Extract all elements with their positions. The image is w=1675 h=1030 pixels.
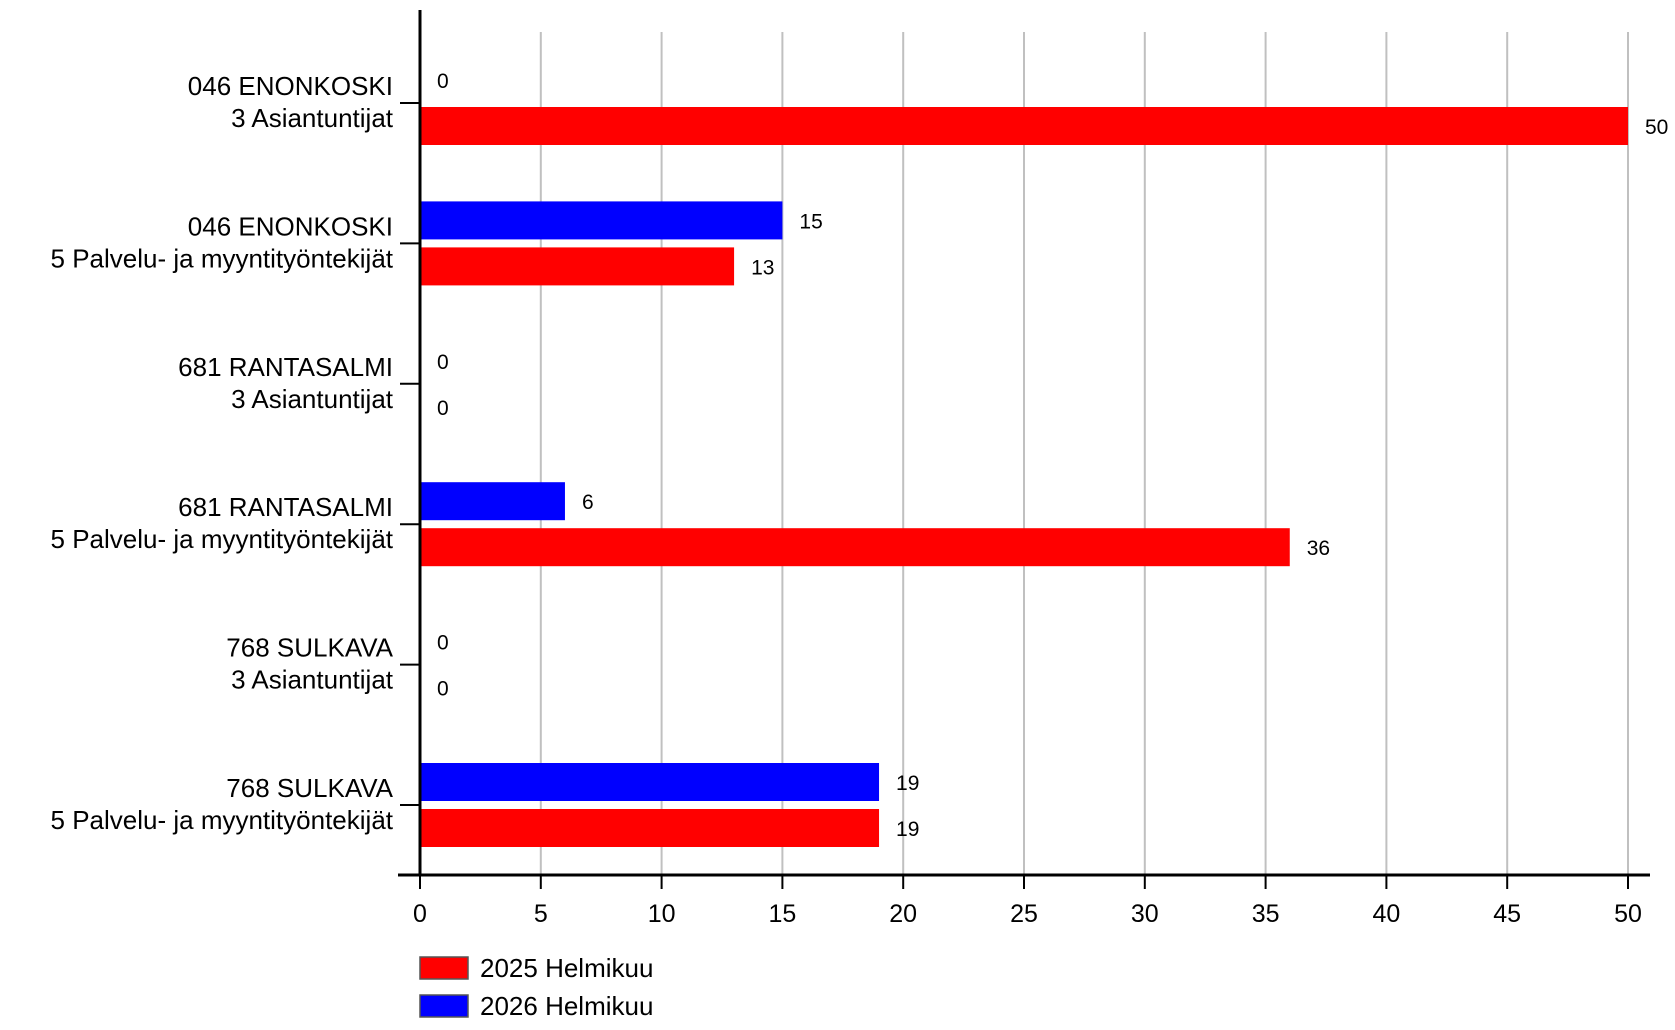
legend-label-1: 2026 Helmikuu [480, 991, 653, 1021]
legend-swatch-1 [419, 994, 469, 1018]
category-label-5-line-1: 5 Palvelu- ja myyntityöntekijät [51, 805, 394, 835]
x-tick-label-0: 0 [413, 900, 427, 928]
x-tick-label-25: 25 [1010, 900, 1038, 928]
bar-series-b-3 [420, 528, 1290, 567]
value-label-1-3: 36 [1307, 537, 1330, 560]
legend-swatch-0 [419, 956, 469, 980]
category-label-4-line-0: 768 SULKAVA [226, 633, 393, 663]
bar-series-b-5 [420, 809, 880, 847]
bar-series-a-1 [420, 201, 783, 240]
bars [420, 107, 1628, 847]
value-label-0-5: 19 [896, 772, 919, 795]
category-label-2-line-1: 3 Asiantuntijat [231, 384, 394, 414]
value-label-1-0: 50 [1645, 116, 1668, 139]
category-label-2-line-0: 681 RANTASALMI [178, 352, 393, 382]
value-label-0-3: 6 [582, 491, 594, 514]
x-tick-label-5: 5 [534, 900, 548, 928]
category-label-0-line-1: 3 Asiantuntijat [231, 103, 394, 133]
category-label-4-line-1: 3 Asiantuntijat [231, 665, 394, 695]
value-label-1-4: 0 [437, 678, 449, 701]
value-label-0-4: 0 [437, 632, 449, 655]
x-tick-label-20: 20 [889, 900, 917, 928]
legend-label-0: 2025 Helmikuu [480, 953, 653, 983]
grid-lines [539, 32, 1629, 875]
category-label-3-line-0: 681 RANTASALMI [178, 492, 393, 522]
x-tick-label-35: 35 [1252, 900, 1280, 928]
value-label-1-1: 13 [751, 256, 774, 279]
category-label-1-line-1: 5 Palvelu- ja myyntityöntekijät [51, 243, 394, 273]
bar-series-a-5 [420, 763, 880, 801]
value-label-0-1: 15 [799, 210, 822, 233]
axes [398, 10, 1650, 889]
category-label-0-line-0: 046 ENONKOSKI [188, 71, 393, 101]
x-tick-label-45: 45 [1493, 900, 1521, 928]
value-label-0-0: 0 [437, 70, 449, 93]
legend: 2025 Helmikuu 2026 Helmikuu [419, 953, 653, 1021]
x-tick-label-10: 10 [648, 900, 676, 928]
value-label-0-2: 0 [437, 351, 449, 374]
category-label-5-line-0: 768 SULKAVA [226, 773, 393, 803]
bar-series-b-0 [420, 107, 1628, 145]
x-tick-label-15: 15 [768, 900, 796, 928]
x-tick-label-50: 50 [1614, 900, 1642, 928]
x-tick-label-40: 40 [1372, 900, 1400, 928]
category-label-3-line-1: 5 Palvelu- ja myyntityöntekijät [51, 524, 394, 554]
value-label-1-5: 19 [896, 818, 919, 841]
value-label-1-2: 0 [437, 397, 449, 420]
bar-series-a-3 [420, 482, 565, 521]
category-label-1-line-0: 046 ENONKOSKI [188, 211, 393, 241]
bar-series-b-1 [420, 247, 735, 286]
x-tick-label-30: 30 [1131, 900, 1159, 928]
